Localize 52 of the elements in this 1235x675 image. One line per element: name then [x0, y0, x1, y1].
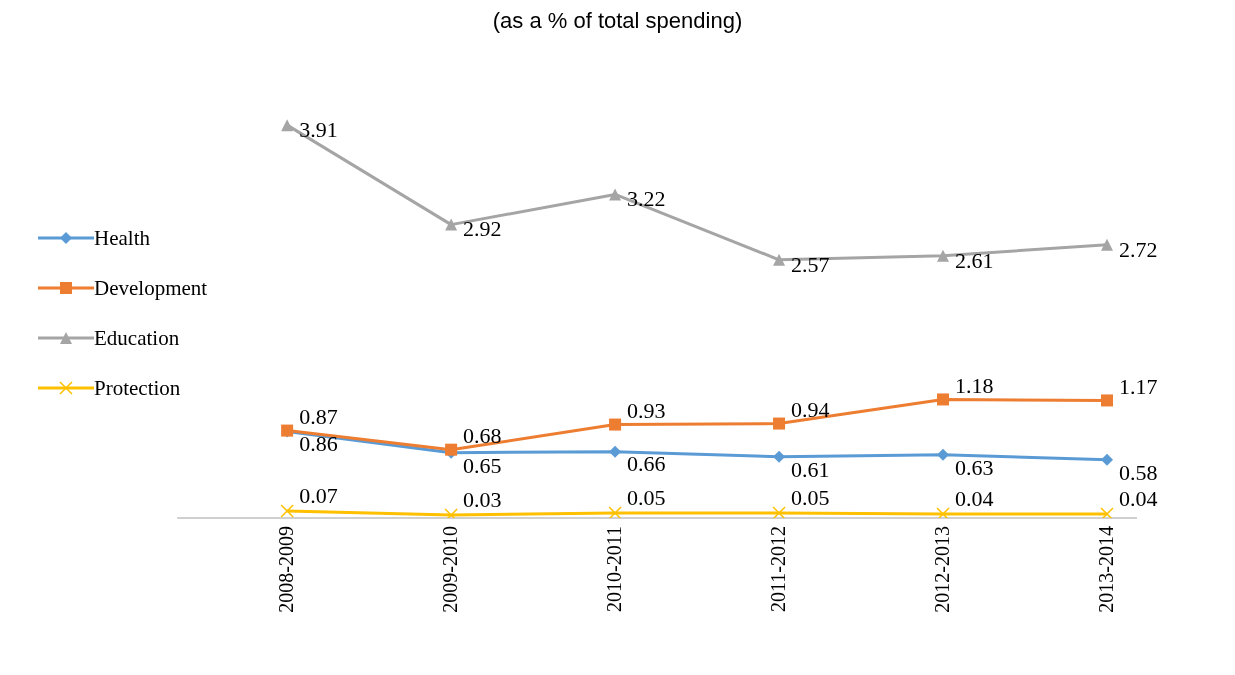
- point: [445, 218, 458, 231]
- point: [609, 418, 622, 431]
- data-label: 1.17: [1119, 374, 1158, 400]
- data-label: 3.22: [627, 186, 666, 212]
- data-label: 0.93: [627, 398, 666, 424]
- data-label: 0.05: [791, 484, 830, 510]
- data-label: 0.05: [627, 484, 666, 510]
- data-label: 0.61: [791, 456, 830, 482]
- data-label: 0.04: [1119, 485, 1158, 511]
- x-tick-label: 2008-2009: [275, 526, 298, 613]
- point: [609, 188, 622, 201]
- point: [772, 506, 786, 518]
- point: [1101, 453, 1113, 466]
- legend-label: Protection: [94, 375, 181, 402]
- x-tick-label: 2011-2012: [767, 526, 790, 612]
- data-label: 2.61: [955, 247, 994, 273]
- x-tick-label: 2010-2011: [603, 526, 626, 612]
- point: [1101, 394, 1113, 407]
- point: [608, 506, 622, 518]
- data-label: 0.66: [627, 451, 666, 477]
- point: [773, 253, 786, 266]
- data-label: 0.86: [299, 431, 338, 457]
- point: [1101, 238, 1113, 251]
- point: [937, 249, 950, 262]
- x-tick-label: 2009-2010: [439, 526, 462, 613]
- point: [937, 393, 950, 406]
- point: [280, 504, 294, 518]
- data-label: 0.04: [955, 485, 994, 511]
- data-label: 0.07: [299, 482, 338, 508]
- data-label: 0.65: [463, 452, 502, 478]
- data-label: 2.92: [463, 216, 502, 242]
- data-label: 1.18: [955, 373, 994, 399]
- data-label: 0.87: [299, 404, 338, 430]
- data-label: 0.63: [955, 454, 994, 480]
- point: [281, 119, 294, 132]
- data-label: 2.72: [1119, 236, 1158, 262]
- data-label: 0.94: [791, 397, 830, 423]
- data-label: 2.57: [791, 251, 830, 277]
- x-tick-label: 2012-2013: [931, 526, 954, 613]
- x-tick-label: 2013-2014: [1095, 526, 1118, 613]
- point: [444, 508, 458, 518]
- data-label: 0.68: [463, 423, 502, 449]
- data-label: 0.03: [463, 486, 502, 512]
- data-label: 3.91: [299, 116, 338, 142]
- point: [1100, 507, 1114, 518]
- data-label: 0.58: [1119, 459, 1158, 485]
- point: [773, 417, 786, 430]
- legend-label: Health: [94, 225, 150, 252]
- legend-label: Development: [94, 275, 208, 302]
- legend-label: Education: [94, 325, 180, 352]
- point: [936, 507, 950, 518]
- chart-title: (as a % of total spending): [491, 8, 744, 35]
